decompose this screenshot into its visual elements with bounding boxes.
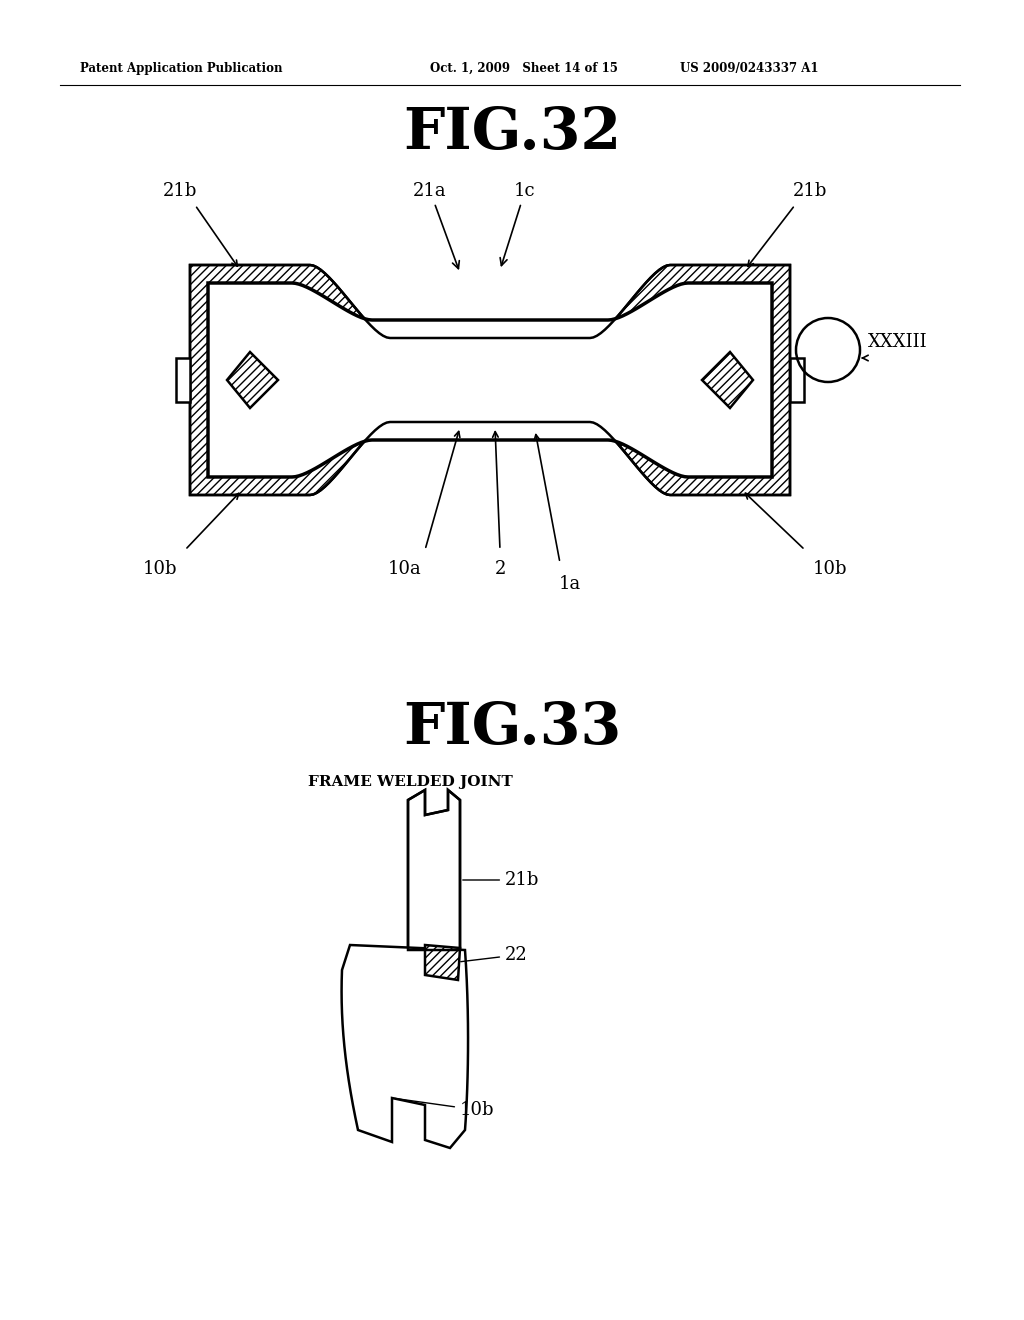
Text: US 2009/0243337 A1: US 2009/0243337 A1 bbox=[680, 62, 818, 75]
Text: 10b: 10b bbox=[142, 560, 177, 578]
Text: 1a: 1a bbox=[559, 576, 582, 593]
Text: 21b: 21b bbox=[163, 182, 198, 201]
Text: XXXIII: XXXIII bbox=[868, 333, 928, 351]
Text: FIG.32: FIG.32 bbox=[402, 106, 622, 161]
Text: Patent Application Publication: Patent Application Publication bbox=[80, 62, 283, 75]
Text: 21b: 21b bbox=[463, 871, 540, 888]
Polygon shape bbox=[408, 789, 460, 950]
Text: FIG.33: FIG.33 bbox=[402, 700, 622, 756]
Text: 2: 2 bbox=[495, 560, 506, 578]
Text: Oct. 1, 2009   Sheet 14 of 15: Oct. 1, 2009 Sheet 14 of 15 bbox=[430, 62, 617, 75]
Text: 10b: 10b bbox=[813, 560, 847, 578]
Text: 10b: 10b bbox=[394, 1098, 495, 1119]
Text: 22: 22 bbox=[461, 946, 527, 964]
Polygon shape bbox=[208, 282, 772, 477]
Polygon shape bbox=[176, 358, 190, 403]
Text: 21a: 21a bbox=[414, 182, 460, 269]
Text: FRAME WELDED JOINT: FRAME WELDED JOINT bbox=[307, 775, 512, 789]
Text: 1c: 1c bbox=[500, 182, 536, 265]
Text: 21b: 21b bbox=[793, 182, 827, 201]
Polygon shape bbox=[790, 358, 804, 403]
Polygon shape bbox=[342, 945, 468, 1148]
Polygon shape bbox=[425, 945, 460, 979]
Polygon shape bbox=[702, 352, 753, 408]
Polygon shape bbox=[227, 352, 278, 408]
Polygon shape bbox=[190, 265, 790, 495]
Text: 10a: 10a bbox=[388, 560, 422, 578]
